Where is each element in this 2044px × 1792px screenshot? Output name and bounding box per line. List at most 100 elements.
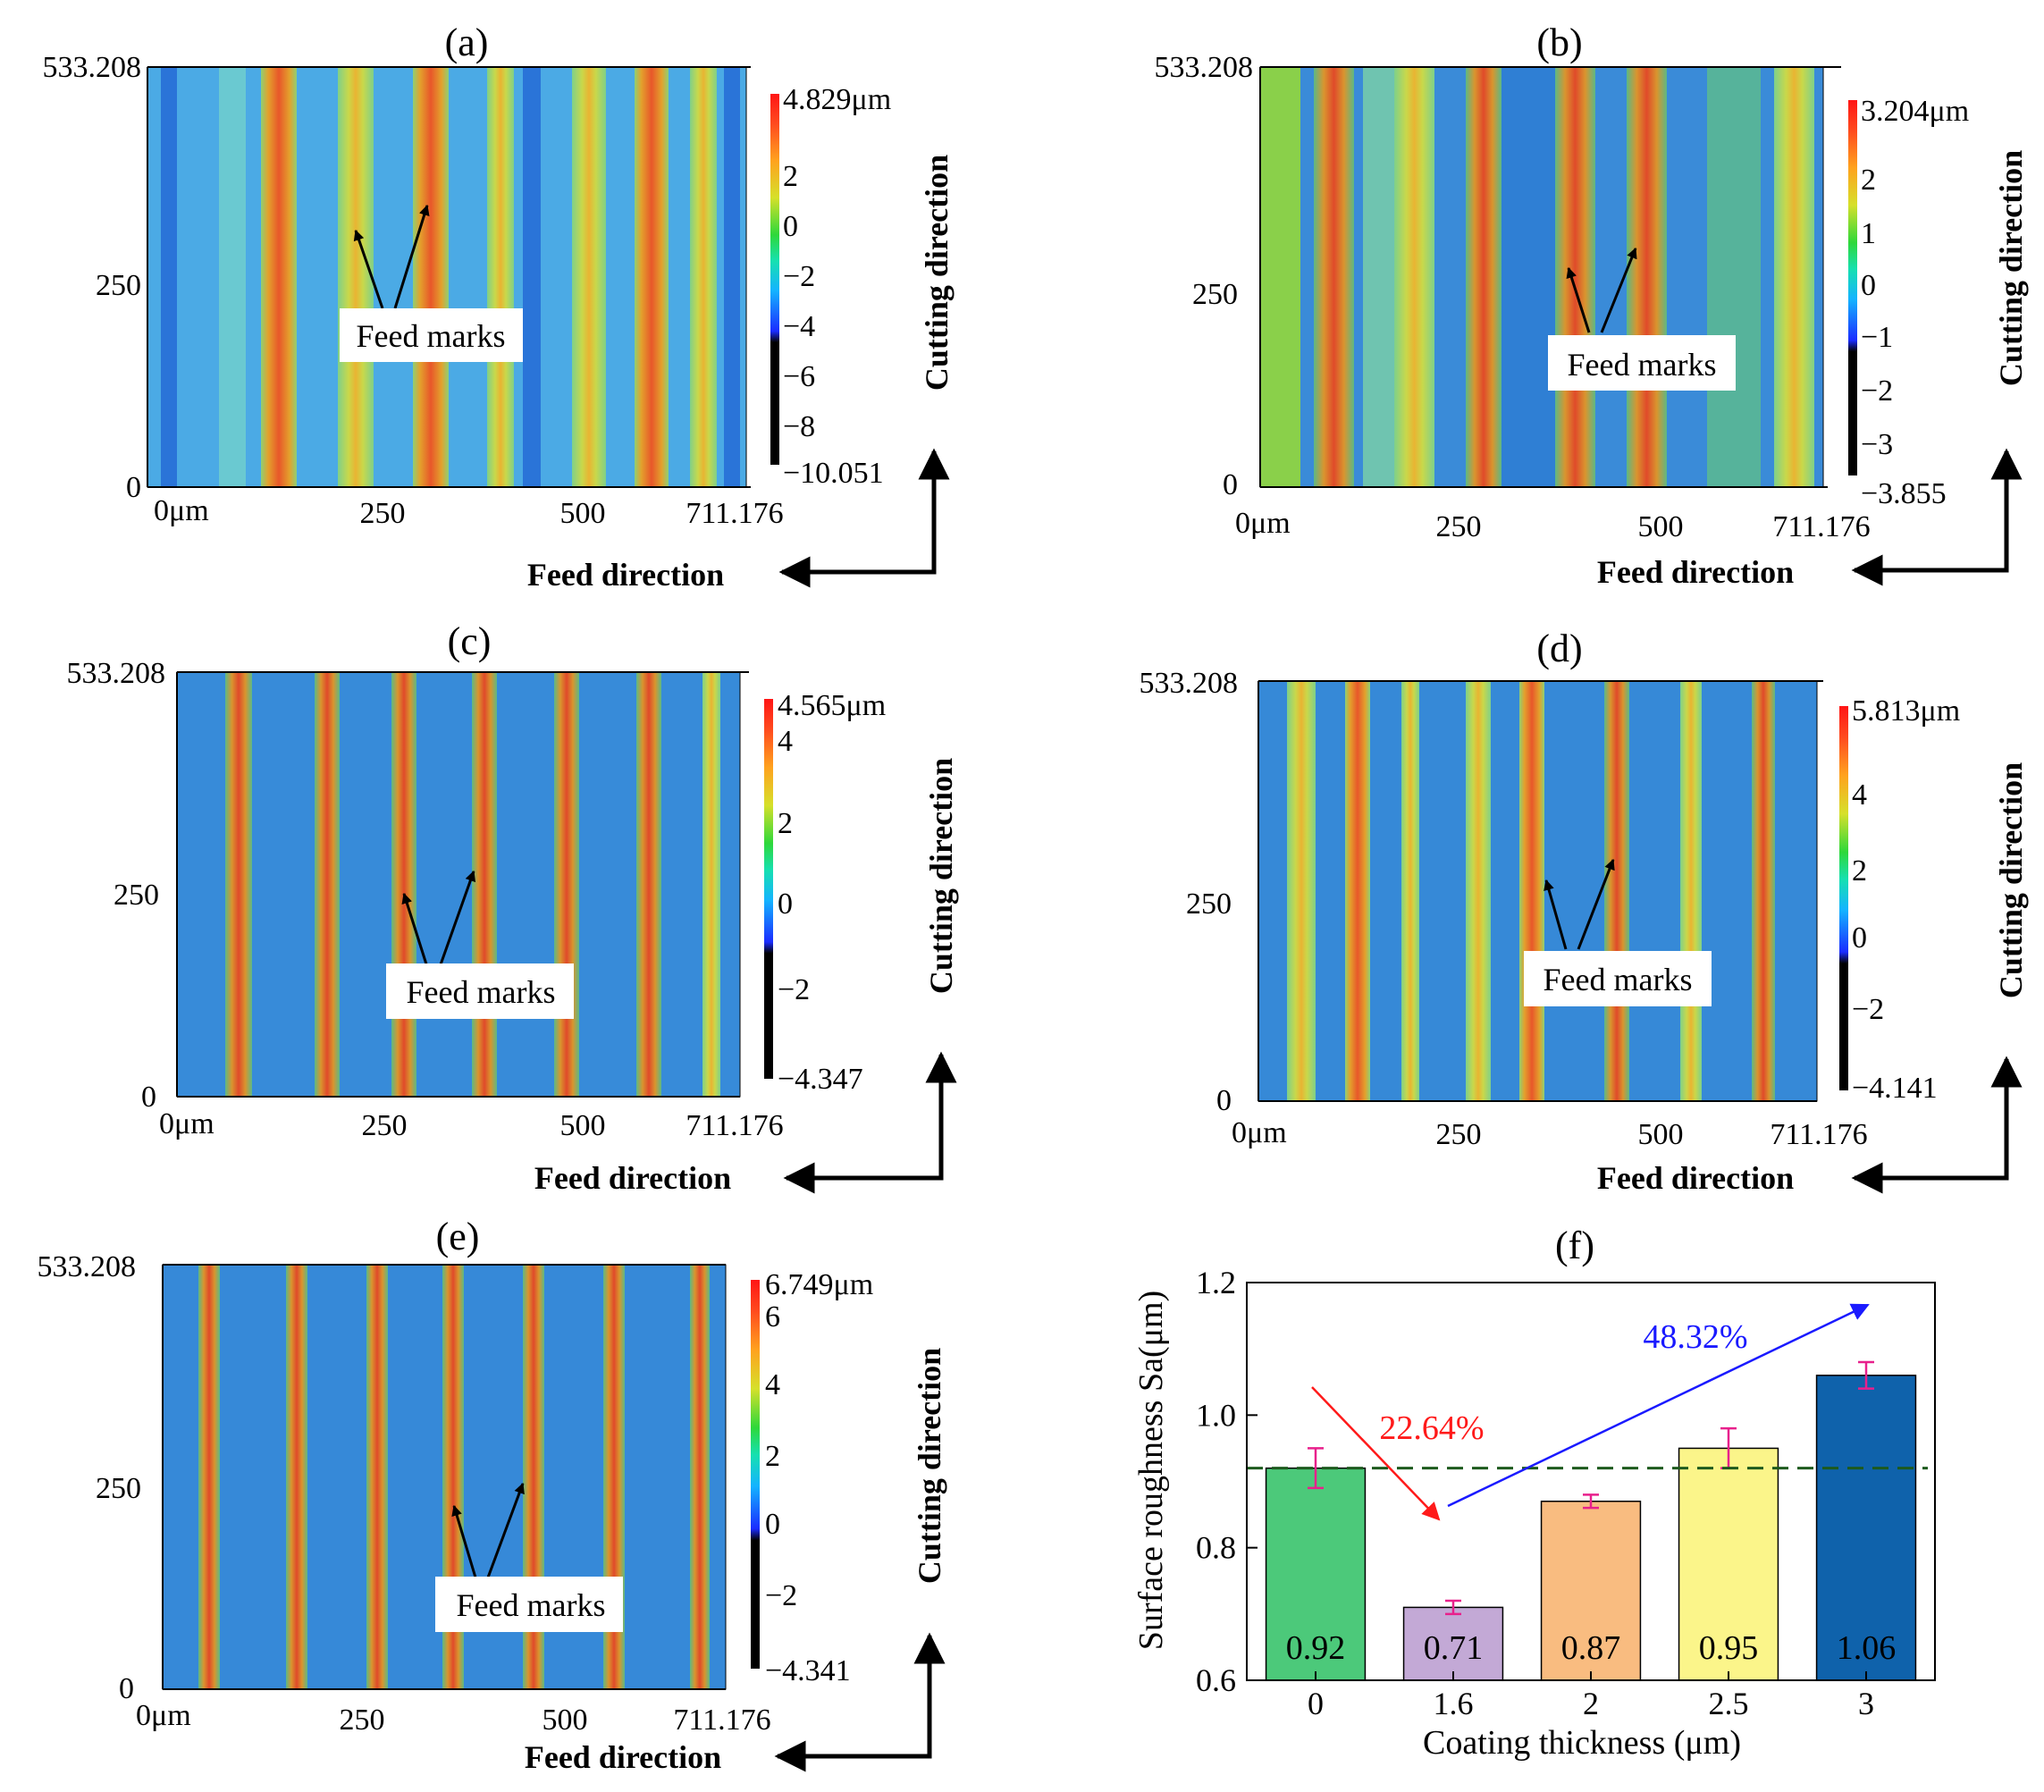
panel-a-ytick-bottom: 0	[126, 471, 141, 504]
panel-d-cutting-direction: Cutting direction	[1993, 762, 2029, 998]
panel-c-ytick-top: 533.208	[67, 657, 166, 690]
bar-3	[1815, 1375, 1917, 1681]
panel-d-xtick-250: 250	[1436, 1118, 1482, 1151]
panel-a-feed-marks-label: Feed marks	[357, 318, 506, 354]
panel-b-cbar-label: −3.855	[1861, 477, 1947, 510]
y-tick-label: 0.8	[1196, 1530, 1236, 1566]
bar-value-label: 1.06	[1837, 1629, 1897, 1667]
panel-d: (d) 533.208 250 0 0μm 250 500 711.176 5.…	[1140, 627, 2030, 1196]
panel-c-xtick-500: 500	[560, 1109, 606, 1142]
panel-c-ytick-bottom: 0	[141, 1081, 156, 1114]
panel-d-xtick-0: 0μm	[1232, 1116, 1287, 1149]
x-tick-label: 2.5	[1709, 1686, 1749, 1721]
panel-a-cbar-label: −6	[783, 360, 815, 393]
panel-b: (b) 533.208 250 0 0μm 250 500 711.176 3.…	[1155, 21, 2030, 590]
panel-e-cbar-label: 0	[765, 1508, 780, 1541]
panel-a-ytick-mid: 250	[96, 269, 141, 302]
panel-b-cbar-label: −2	[1861, 374, 1893, 408]
chart-y-axis-label: Surface roughness Sa(μm)	[1132, 1291, 1170, 1650]
panel-b-cbar-label: 0	[1861, 269, 1876, 302]
x-tick-label: 1.6	[1434, 1686, 1474, 1721]
panel-d-cbar-label: 0	[1852, 921, 1867, 955]
panel-b-ytick-mid: 250	[1192, 278, 1238, 311]
panel-b-colorbar	[1848, 100, 1857, 475]
panel-a-cbar-label: −8	[783, 410, 815, 443]
y-tick-label: 1.0	[1196, 1397, 1236, 1433]
panel-d-feed-marks-label: Feed marks	[1544, 962, 1693, 997]
panel-a-xtick-500: 500	[560, 497, 606, 530]
panel-c-map	[176, 671, 741, 1098]
panel-a-cbar-label: −4	[783, 310, 815, 343]
panel-a-xtick-0: 0μm	[154, 494, 209, 527]
panel-b-label: (b)	[1536, 21, 1582, 64]
panel-b-feed-direction: Feed direction	[1597, 554, 1794, 590]
panel-e-colorbar-labels: 6.749μm 6 4 2 0 −2 −4.341	[765, 1268, 873, 1687]
panel-a-cbar-label: −2	[783, 260, 815, 293]
panel-d-colorbar-labels: 5.813μm 4 2 0 −2 −4.141	[1852, 694, 1960, 1105]
panel-d-cbar-label: 5.813μm	[1852, 694, 1960, 728]
panel-d-label: (d)	[1536, 627, 1582, 670]
panel-e-cbar-label: 6.749μm	[765, 1268, 873, 1301]
panel-f-bar-chart: (f) Surface roughness Sa(μm) Coating thi…	[1132, 1224, 1936, 1762]
panel-b-xtick-0: 0μm	[1235, 507, 1291, 540]
panel-e-ytick-mid: 250	[96, 1472, 141, 1505]
panel-e-xtick-500: 500	[543, 1704, 588, 1737]
panel-d-ytick-top: 533.208	[1140, 667, 1239, 700]
panel-a-cbar-label: 0	[783, 210, 798, 243]
panel-c-xtick-250: 250	[362, 1109, 408, 1142]
x-tick-label: 3	[1858, 1686, 1874, 1721]
panel-c-feed-marks-callout: Feed marks	[386, 870, 574, 1019]
panel-e-cbar-label: −2	[765, 1579, 797, 1612]
panel-a-colorbar-labels: 4.829μm 2 0 −2 −4 −6 −8 −10.051	[783, 83, 891, 490]
panel-e-colorbar	[751, 1280, 760, 1669]
panel-b-cbar-label: 2	[1861, 164, 1876, 197]
panel-a-cbar-label: 4.829μm	[783, 83, 891, 116]
panel-d-cbar-label: −4.141	[1852, 1072, 1938, 1105]
bar-2	[1540, 1501, 1642, 1681]
panel-d-cbar-label: 2	[1852, 854, 1867, 888]
panel-e-cbar-label: 6	[765, 1300, 780, 1333]
panel-b-cbar-label: 1	[1861, 217, 1876, 250]
panel-c-colorbar-labels: 4.565μm 4 2 0 −2 −4.347	[778, 689, 886, 1096]
x-tick-label: 0	[1308, 1686, 1324, 1721]
panel-e-cbar-label: −4.341	[765, 1654, 851, 1687]
panel-a: (a) 533.208 250 0 0μm 250 500 711.176	[43, 21, 955, 593]
annotation-decrease: 22.64%	[1379, 1409, 1484, 1447]
panel-b-ytick-bottom: 0	[1223, 468, 1238, 501]
bar-0	[1265, 1467, 1367, 1681]
y-tick-label: 1.2	[1196, 1265, 1236, 1300]
panel-d-feed-marks-callout: Feed marks	[1524, 858, 1712, 1006]
panel-b-direction-arrows	[1851, 448, 2023, 586]
annotation-increase: 48.32%	[1643, 1318, 1747, 1356]
panel-c-feed-direction: Feed direction	[534, 1160, 731, 1196]
bar-2.5	[1678, 1447, 1779, 1681]
panel-e-cutting-direction: Cutting direction	[912, 1348, 947, 1584]
panel-d-ytick-bottom: 0	[1216, 1084, 1232, 1117]
panel-d-cbar-label: 4	[1852, 778, 1867, 812]
panel-e-ytick-top: 533.208	[38, 1250, 137, 1283]
panel-b-map	[1259, 66, 1824, 488]
bar-value-label: 0.92	[1286, 1629, 1346, 1667]
panel-e-xtick-0: 0μm	[136, 1699, 191, 1732]
x-tick-label: 2	[1583, 1686, 1599, 1721]
panel-c-ytick-mid: 250	[114, 879, 159, 912]
panel-c-cutting-direction: Cutting direction	[923, 758, 959, 994]
panel-e: (e) 533.208 250 0 0μm 250 500 711.176 6.…	[38, 1215, 948, 1775]
panel-e-feed-marks-callout: Feed marks	[435, 1482, 623, 1632]
panel-d-cbar-label: −2	[1852, 993, 1884, 1026]
panel-a-feed-marks-callout: Feed marks	[340, 204, 523, 362]
panel-b-cbar-label: −3	[1861, 428, 1893, 461]
chart-marks: 0.6 0.8 1.0 1.2 0.92 0 0.71 1.6 0.87 2 0.95 2.5 1.06…	[1196, 1265, 1928, 1721]
panel-b-cbar-label: −1	[1861, 321, 1893, 354]
panel-d-map	[1258, 680, 1818, 1102]
chart-x-axis-label: Coating thickness (μm)	[1423, 1724, 1741, 1762]
panel-c-cbar-label: −2	[778, 973, 810, 1006]
panel-e-cbar-label: 2	[765, 1440, 780, 1473]
panel-a-cbar-label: −10.051	[783, 457, 884, 490]
panel-d-xtick-max: 711.176	[1770, 1118, 1867, 1151]
panel-b-xtick-max: 711.176	[1772, 510, 1870, 543]
panel-d-direction-arrows	[1851, 1056, 2023, 1194]
panel-b-colorbar-labels: 3.204μm 2 1 0 −1 −2 −3 −3.855	[1861, 95, 1969, 510]
bar-value-label: 0.95	[1699, 1629, 1759, 1667]
panel-a-map	[147, 66, 747, 488]
